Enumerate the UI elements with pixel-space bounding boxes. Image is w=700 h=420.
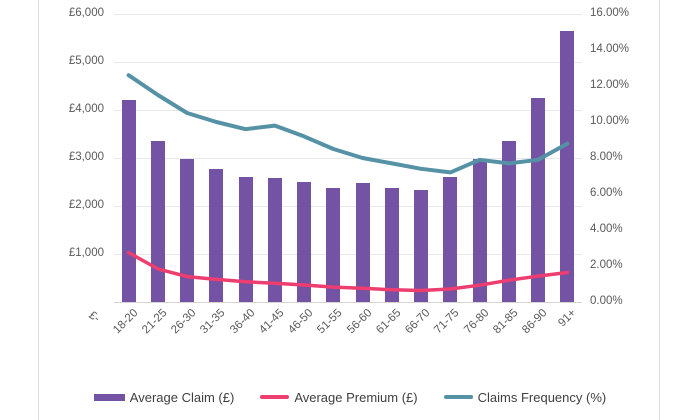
right-axis-tick-label: 16.00% — [590, 7, 630, 19]
x-axis-line — [114, 302, 582, 303]
bar-61-65 — [384, 188, 399, 302]
right-axis-tick-label: 2.00% — [590, 259, 623, 271]
left-axis-tick-label: £- — [86, 309, 102, 325]
right-axis-tick-label: 6.00% — [590, 187, 623, 199]
legend-item-average-claim: Average Claim (£) — [93, 389, 235, 405]
bar-41-45 — [267, 178, 282, 302]
average-premium-line — [126, 250, 570, 293]
legend-label: Claims Frequency (%) — [477, 389, 607, 405]
right-axis-tick-label: 4.00% — [590, 223, 623, 235]
legend-item-claims-frequency: Claims Frequency (%) — [443, 389, 607, 405]
left-axis-tick-label: £6,000 — [68, 7, 104, 19]
bar-66-70 — [414, 189, 429, 302]
left-axis-tick-label: £2,000 — [68, 199, 104, 211]
legend-item-average-premium: Average Premium (£) — [260, 389, 418, 405]
bar-71-75 — [443, 176, 458, 302]
gridline — [114, 158, 582, 159]
bar-31-35 — [209, 169, 224, 302]
left-axis-tick-label: £4,000 — [68, 103, 104, 115]
right-axis-tick-label: 8.00% — [590, 151, 623, 163]
bar-76-80 — [472, 158, 487, 302]
bar-51-55 — [326, 187, 341, 302]
bar-46-50 — [297, 181, 312, 302]
gridline — [114, 206, 582, 207]
chart-frame-left-border — [38, 0, 39, 420]
left-axis-tick-label: £5,000 — [68, 55, 104, 67]
right-axis-tick-label: 14.00% — [590, 43, 630, 55]
gridline — [114, 254, 582, 255]
bar-36-40 — [238, 177, 253, 302]
chart-frame-right-border — [659, 0, 660, 420]
line-series-layer — [126, 73, 570, 293]
bar-18-20 — [121, 100, 136, 302]
average-premium-swatch — [260, 395, 290, 399]
legend: Average Claim (£) Average Premium (£) Cl… — [0, 388, 700, 406]
claims-frequency-line — [126, 73, 570, 175]
bar-21-25 — [150, 140, 165, 302]
plot-area — [114, 14, 582, 303]
gridline — [114, 110, 582, 111]
bar-86-90 — [531, 98, 546, 302]
left-axis-tick-label: £1,000 — [68, 247, 104, 259]
right-axis-tick-label: 10.00% — [590, 115, 630, 127]
bar-91+ — [560, 30, 575, 302]
average-claim-swatch — [93, 393, 125, 401]
legend-label: Average Premium (£) — [294, 389, 418, 405]
right-axis-tick-label: 12.00% — [590, 79, 630, 91]
bar-26-30 — [180, 158, 195, 302]
left-axis-tick-label: £3,000 — [68, 151, 104, 163]
gridline — [114, 62, 582, 63]
gridline — [114, 14, 582, 15]
claims-frequency-swatch — [443, 395, 473, 399]
bar-81-85 — [501, 140, 516, 302]
bar-56-60 — [355, 182, 370, 302]
right-axis-tick-label: 0.00% — [590, 295, 623, 307]
legend-label: Average Claim (£) — [129, 389, 235, 405]
